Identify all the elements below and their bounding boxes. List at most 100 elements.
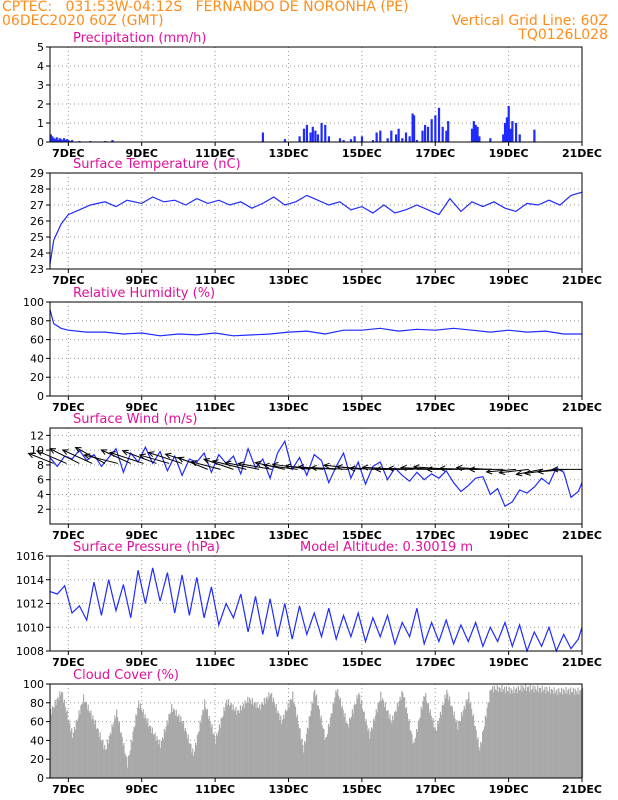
wind-vector: [499, 468, 529, 474]
cloud-bar: [115, 719, 117, 778]
cloud-bar: [257, 707, 259, 778]
cloud-bar: [82, 704, 84, 778]
cloud-bar: [117, 722, 120, 778]
cloud-bar: [506, 690, 508, 778]
ytick-label: 80: [30, 315, 44, 328]
cloud-bar: [317, 705, 320, 778]
cloud-bar: [195, 745, 198, 778]
precip-bar: [412, 115, 416, 142]
cloud-bar: [416, 731, 419, 778]
cloud-bar: [404, 708, 407, 778]
wind-vector-head: [211, 459, 219, 466]
cloud-bar: [214, 735, 216, 778]
cloud-bar: [539, 687, 542, 778]
precip-bar: [314, 130, 317, 142]
cloud-bar: [223, 707, 225, 778]
cloud-bar: [483, 726, 486, 778]
precip-bar: [51, 136, 54, 142]
cloud-bar: [161, 737, 164, 778]
cloud-bar: [327, 723, 330, 778]
cloud-bar: [570, 692, 573, 778]
cloud-bar: [366, 725, 368, 778]
cloud-bar: [295, 717, 298, 778]
cloud-bar: [310, 710, 312, 778]
cloud-bar: [559, 692, 562, 778]
ytick-label: 1008: [16, 645, 44, 658]
cloud-bar: [515, 687, 518, 778]
xtick-label: 11DEC: [195, 274, 235, 287]
ytick-label: 8: [37, 459, 44, 472]
cloud-bar: [352, 713, 354, 778]
cloud-bar: [414, 742, 416, 778]
xtick-label: 13DEC: [268, 529, 308, 542]
cloud-bar: [165, 726, 167, 778]
cloud-bar: [391, 723, 393, 778]
xtick-label: 7DEC: [52, 529, 84, 542]
cloud-bar: [433, 728, 435, 778]
xtick-label: 19DEC: [489, 783, 529, 796]
cloud-bar: [445, 698, 447, 778]
xtick-label: 17DEC: [415, 783, 455, 796]
cloud-bar: [234, 711, 236, 778]
wind-vector-head: [485, 468, 493, 475]
xtick-label: 17DEC: [415, 274, 455, 287]
ytick-label: 20: [30, 371, 44, 384]
cloud-bar: [121, 736, 123, 778]
cloud-bar: [341, 705, 343, 778]
panel-title-5: Cloud Cover (%): [73, 668, 179, 683]
cloud-bar: [51, 706, 54, 778]
cloud-bar: [134, 726, 136, 778]
ytick-label: 3: [37, 79, 44, 92]
xtick-label: 7DEC: [52, 274, 84, 287]
cloud-bar: [127, 767, 129, 778]
cloud-bar: [212, 734, 214, 778]
cloud-bar: [245, 703, 247, 778]
cloud-bar: [111, 724, 113, 778]
cloud-bar: [207, 719, 209, 778]
cloud-bar: [579, 690, 581, 778]
cloud-bar: [199, 720, 201, 778]
cloud-bar: [337, 688, 339, 778]
cloud-bar: [211, 724, 213, 778]
cloud-bar: [182, 723, 184, 778]
wind-vector: [75, 447, 106, 464]
cloud-bar: [149, 725, 152, 778]
precip-bar: [298, 136, 301, 142]
cloud-bar: [297, 723, 299, 778]
ytick-label: 1010: [16, 621, 44, 634]
cloud-bar: [305, 734, 308, 778]
cloud-bar: [252, 705, 254, 778]
series-line-3: [49, 439, 583, 508]
cloud-bar: [168, 714, 170, 778]
panel-frame-0: [49, 46, 583, 143]
cloud-bar: [404, 697, 406, 778]
wind-vector-head: [310, 464, 317, 471]
cloud-bar: [392, 715, 394, 778]
cloud-bar: [513, 686, 515, 778]
ytick-label: 26: [30, 215, 44, 228]
cloud-bar: [529, 684, 531, 778]
cloud-bar: [194, 742, 197, 778]
cloud-bar: [59, 691, 61, 778]
cloud-bar: [488, 702, 490, 778]
precip-bar: [349, 139, 353, 142]
cloud-bar: [449, 696, 451, 778]
precip-bar: [375, 132, 378, 142]
cloud-bar: [570, 687, 572, 778]
cloud-bar: [474, 726, 476, 778]
cloud-bar: [218, 724, 220, 778]
cloud-bar: [331, 713, 333, 778]
cloud-bar: [321, 725, 323, 778]
cloud-bar: [50, 709, 52, 778]
cloud-bar: [278, 713, 280, 778]
cloud-bar: [376, 712, 378, 778]
cloud-bar: [292, 691, 294, 778]
cloud-bar: [135, 714, 137, 778]
cloud-bar: [350, 716, 353, 778]
cloud-bar: [358, 692, 360, 778]
cloud-bar: [141, 711, 143, 778]
cloud-bar: [355, 704, 357, 778]
wind-vector-head: [202, 458, 211, 464]
header-date: 06DEC2020 60Z (GMT): [2, 13, 164, 29]
